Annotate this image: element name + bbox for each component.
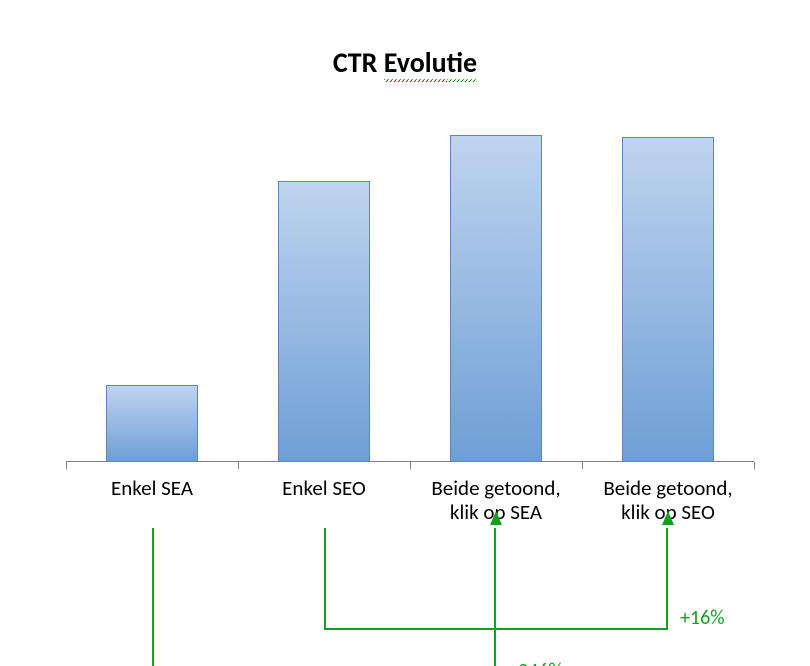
bar [278, 181, 369, 462]
chart-title: CTR Evolutie [0, 45, 810, 80]
x-tick [66, 462, 67, 469]
annotation-label: +346% [508, 659, 563, 666]
x-tick [410, 462, 411, 469]
bar [622, 137, 713, 462]
chart-stage: CTR Evolutie Enkel SEAEnkel SEOBeide get… [0, 0, 810, 666]
x-axis-ticks [66, 462, 754, 469]
arrowhead-icon [662, 511, 674, 530]
annotation-connector [324, 528, 668, 630]
x-tick [238, 462, 239, 469]
category-label: Enkel SEO [238, 476, 410, 500]
plot-area [66, 100, 754, 462]
x-tick [754, 462, 755, 469]
bar [106, 385, 197, 462]
category-label: Enkel SEA [66, 476, 238, 500]
title-segment: tie [447, 45, 478, 82]
bar [450, 135, 541, 462]
x-tick [582, 462, 583, 469]
title-segment: Evolu [384, 45, 447, 82]
title-segment: CTR [333, 45, 378, 80]
title-segment [377, 45, 383, 80]
annotation-label: +16% [680, 606, 725, 630]
